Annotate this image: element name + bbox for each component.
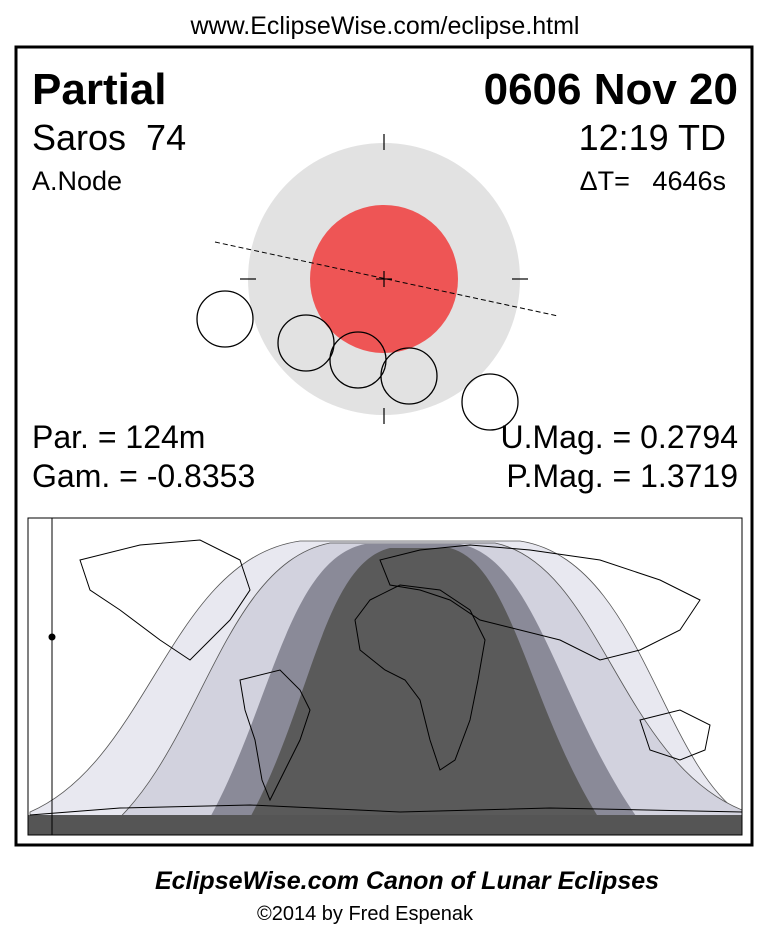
moon-positions [196, 290, 519, 431]
penumbral-magnitude: P.Mag. = 1.3719 [506, 458, 738, 494]
url: www.EclipseWise.com/eclipse.html [190, 12, 580, 40]
saros: Saros 74 [32, 117, 186, 158]
polar-strip [28, 815, 742, 835]
ticks [240, 134, 528, 424]
time: 12:19 TD [579, 117, 726, 158]
greatest-eclipse-point [48, 633, 56, 641]
footer-title: EclipseWise.com Canon of Lunar Eclipses [155, 867, 659, 895]
frame [14, 45, 754, 847]
umbral-magnitude: U.Mag. = 0.2794 [501, 419, 738, 455]
copyright: ©2014 by Fred Espenak [257, 903, 474, 925]
eclipse-type: Partial [32, 65, 167, 114]
total-visibility-zone [240, 548, 610, 835]
visibility-map [27, 517, 743, 836]
delta-t: ΔT= 4646s [580, 166, 726, 196]
date: 0606 Nov 20 [484, 65, 738, 114]
coastlines [29, 539, 742, 816]
map-border [27, 517, 743, 836]
node: A.Node [32, 166, 122, 196]
gamma: Gam. = -0.8353 [32, 458, 255, 494]
moon-path [214, 241, 559, 317]
duration: Par. = 124m [32, 419, 205, 455]
eclipse-geometry [196, 134, 559, 431]
